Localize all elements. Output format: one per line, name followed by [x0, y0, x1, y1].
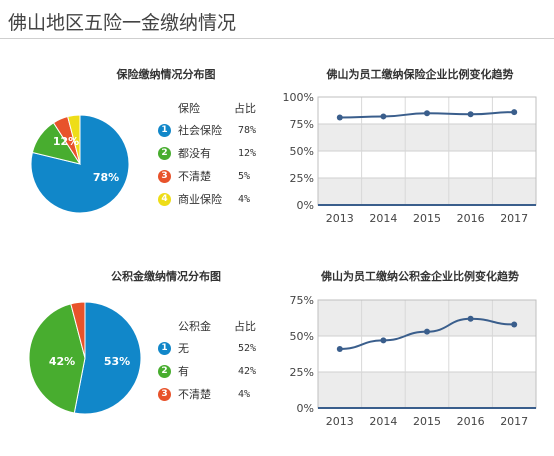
pie2-legend-label: 不清楚	[178, 388, 211, 401]
pie1-legend-label: 商业保险	[178, 193, 222, 206]
line1-ytick-label: 25%	[290, 172, 314, 185]
pie1-legend-number-icon: 3	[158, 170, 171, 183]
pie1-legend-value: 78%	[238, 125, 257, 136]
pie1-slice-0	[30, 114, 130, 214]
pie1-legend-number-icon: 4	[158, 193, 171, 206]
line2-xtick-label: 2015	[413, 415, 441, 428]
pie2-slice-label-1: 42%	[49, 355, 75, 368]
pie1-legend-number-icon: 2	[158, 147, 171, 160]
line1-point	[380, 113, 387, 120]
pie1-slice-label-0: 78%	[93, 171, 119, 184]
pie1-legend-label: 不清楚	[178, 170, 211, 183]
pie2-legend-label: 有	[178, 365, 189, 378]
line1-point	[467, 111, 474, 118]
line1-point	[336, 114, 343, 121]
pie2-legend-number-icon: 3	[158, 388, 171, 401]
line2-point	[336, 345, 343, 352]
line1-point	[424, 110, 430, 117]
pie2-slice-1	[28, 303, 86, 414]
pie1-legend-value: 12%	[238, 148, 257, 159]
pie2-legend-value-header: 占比	[234, 320, 256, 333]
pie2-legend-number-icon: 2	[158, 365, 171, 378]
pie2-legend-value: 4%	[238, 389, 251, 400]
pie1-legend-value-header: 占比	[234, 102, 256, 115]
line1-title: 佛山为员工缴纳保险企业比例变化趋势	[326, 68, 514, 81]
pie1-legend-number-icon: 1	[158, 124, 171, 137]
pie1-legend-value: 4%	[238, 194, 251, 205]
pie2-legend-number-icon: 1	[158, 342, 171, 355]
pie2-legend-value: 42%	[238, 366, 257, 377]
pie2-legend: 公积金 占比 1 无 52% 2 有 42% 3 不清楚 4%	[158, 318, 268, 408]
title-divider	[0, 38, 554, 39]
pie2-legend-label: 无	[178, 342, 189, 355]
pie2-slice-label-0: 53%	[104, 355, 130, 368]
line1-xtick-label: 2015	[413, 212, 441, 225]
line1-ytick-label: 0%	[297, 199, 314, 212]
pie1-legend-value: 5%	[238, 171, 251, 182]
line2-point	[424, 328, 430, 335]
line2-ytick-label: 75%	[290, 294, 314, 307]
line1-grid-band	[318, 124, 536, 151]
line1-xtick-label: 2014	[369, 212, 397, 225]
line2-grid-band	[318, 336, 536, 372]
line1-grid-band	[318, 178, 536, 205]
line2-title: 佛山为员工缴纳公积金企业比例变化趋势	[321, 270, 519, 283]
line1-ytick-label: 75%	[290, 118, 314, 131]
line1-xtick-label: 2013	[326, 212, 354, 225]
line2-ytick-label: 50%	[290, 330, 314, 343]
line1-grid-band	[318, 151, 536, 178]
pie1-legend-name-header: 保险	[178, 102, 200, 115]
pie1-slice-label-1: 12%	[53, 135, 79, 148]
line2-xtick-label: 2017	[500, 415, 528, 428]
pie1-title: 保险缴纳情况分布图	[116, 68, 216, 81]
line1-xtick-label: 2017	[500, 212, 528, 225]
line1-point	[511, 109, 518, 116]
pie1-legend-label: 都没有	[178, 147, 211, 160]
line2-ytick-label: 25%	[290, 366, 314, 379]
line2-xtick-label: 2014	[369, 415, 397, 428]
pie1-legend: 保险 占比 1 社会保险 78% 2 都没有 12% 3 不清楚 5% 4 商业保险 4%	[158, 100, 268, 210]
line2-point	[511, 321, 518, 328]
line2-grid-band	[318, 372, 536, 408]
page-title: 佛山地区五险一金缴纳情况	[8, 12, 237, 34]
pie2-slice-0	[73, 301, 142, 415]
line2-point	[467, 315, 474, 322]
line1-xtick-label: 2016	[457, 212, 485, 225]
line2-xtick-label: 2016	[457, 415, 485, 428]
pie2-legend-name-header: 公积金	[178, 320, 211, 333]
pie2-legend-value: 52%	[238, 343, 257, 354]
pie1-legend-label: 社会保险	[178, 124, 222, 137]
line2-ytick-label: 0%	[297, 402, 314, 415]
line1-ytick-label: 50%	[290, 145, 314, 158]
pie2-title: 公积金缴纳情况分布图	[111, 270, 221, 283]
line2-xtick-label: 2013	[326, 415, 354, 428]
line2-point	[380, 337, 387, 344]
pie2-slice-2	[70, 301, 86, 359]
pie1-slice-3	[67, 114, 81, 165]
line1-ytick-label: 100%	[283, 91, 314, 104]
